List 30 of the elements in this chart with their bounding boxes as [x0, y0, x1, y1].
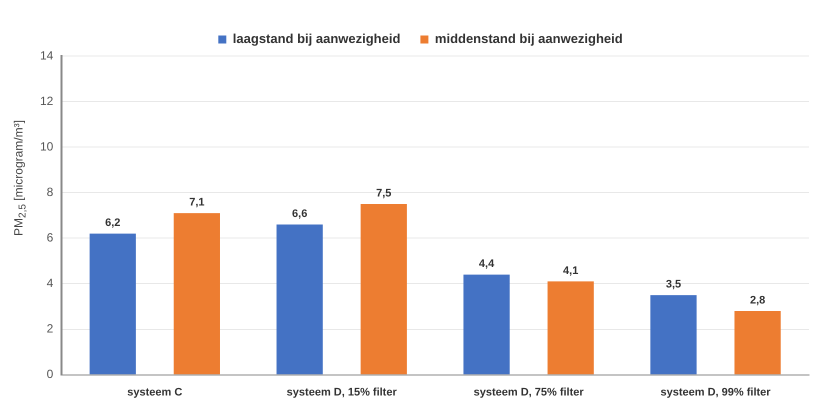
bar	[463, 274, 510, 374]
bar	[90, 234, 136, 374]
data-label: 7,1	[189, 196, 205, 209]
y-tick-label: 4	[46, 276, 54, 290]
bar	[734, 311, 781, 374]
data-label: 4,1	[563, 264, 578, 277]
bar	[276, 224, 323, 374]
x-tick-label: systeem D, 75% filter	[474, 386, 584, 398]
y-tick-label: 14	[40, 48, 54, 62]
y-tick-label: 6	[46, 230, 54, 244]
data-label: 2,8	[750, 294, 766, 307]
legend-label: middenstand bij aanwezigheid	[434, 31, 623, 46]
y-tick-label: 8	[46, 184, 54, 199]
bar	[174, 213, 220, 374]
x-tick-label: systeem D, 15% filter	[286, 386, 398, 398]
y-tick-label: 2	[46, 322, 54, 336]
legend-label: laagstand bij aanwezigheid	[232, 31, 400, 46]
data-label: 6,6	[292, 208, 308, 220]
x-tick-label: systeem C	[127, 386, 182, 398]
y-tick-label: 10	[40, 139, 54, 154]
bar	[360, 204, 407, 374]
y-tick-label: 12	[40, 94, 54, 108]
bar	[548, 281, 594, 374]
data-label: 6,2	[105, 217, 120, 230]
bar	[650, 295, 697, 374]
data-label: 4,4	[478, 258, 496, 270]
y-tick-label: 0	[46, 367, 54, 382]
x-tick-label: systeem D, 99% filter	[660, 386, 772, 398]
data-label: 3,5	[666, 278, 682, 291]
data-label: 7,5	[376, 188, 392, 200]
